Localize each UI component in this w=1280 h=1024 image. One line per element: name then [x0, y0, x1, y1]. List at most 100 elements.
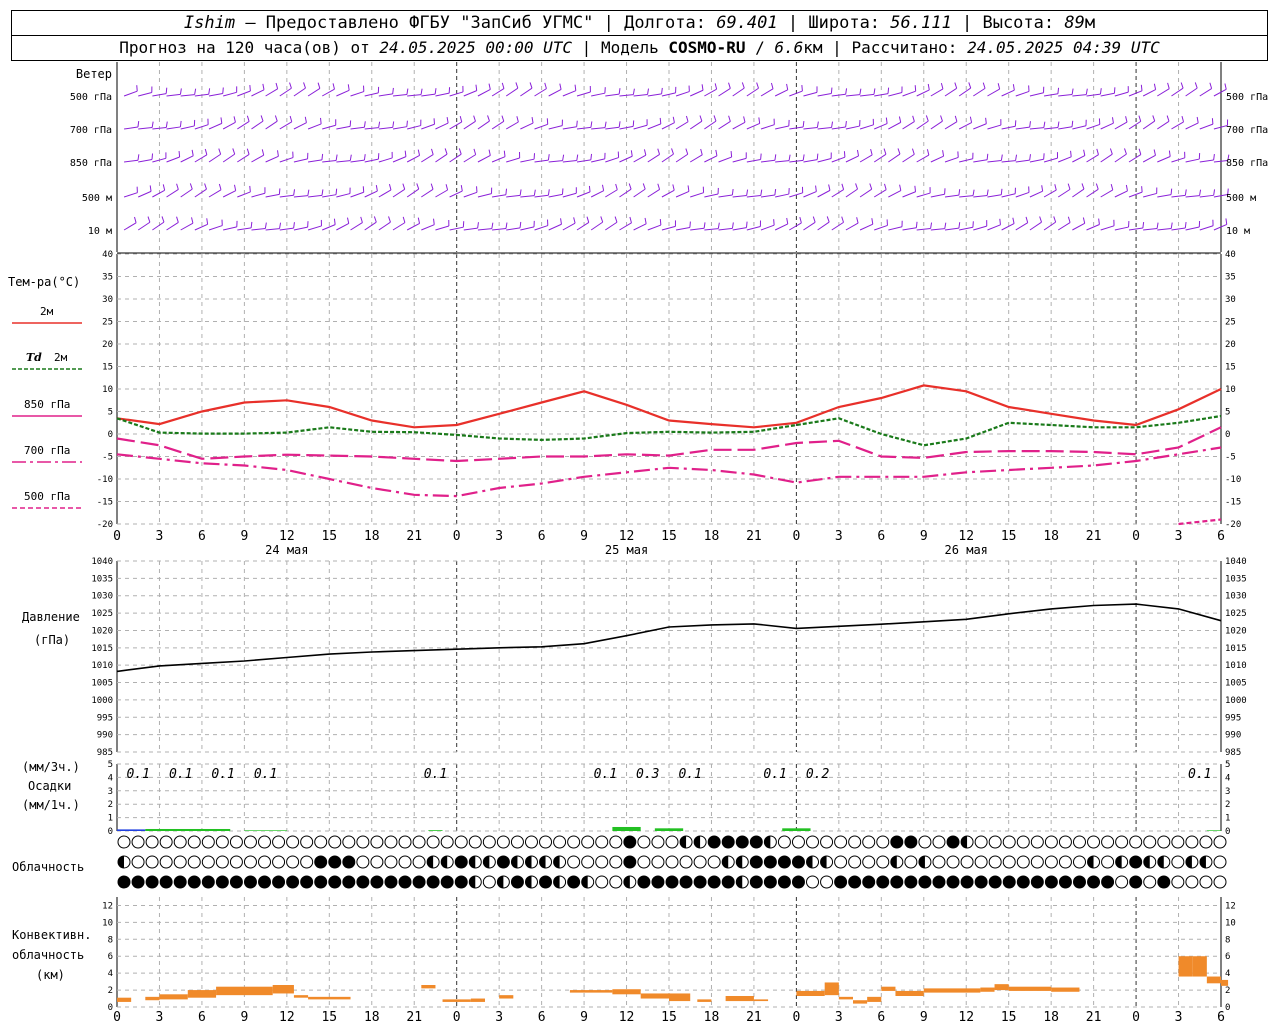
wind-barb [619, 94, 634, 97]
temp-ytick-left: 25 [102, 318, 113, 328]
wind-barb [166, 126, 181, 130]
cloud-symbol-half [764, 836, 771, 848]
wind-barb-flag [317, 82, 321, 89]
wind-barb [718, 194, 733, 198]
wind-barb-flag [406, 120, 408, 127]
wind-barb-flag [1012, 217, 1015, 224]
wind-barb [874, 93, 889, 97]
cloud-symbol [300, 855, 314, 869]
wind-barb-flag [940, 82, 944, 90]
wind-barb-flag [473, 115, 476, 122]
wind-barb-flag [487, 115, 490, 122]
model-res-unit: км [803, 38, 823, 57]
wind-barb [392, 126, 407, 130]
wind-barb-flag [774, 189, 777, 196]
precip-ytick-left: 4 [108, 773, 113, 783]
wind-barb [1043, 93, 1058, 97]
wind-barb-flag [206, 218, 209, 225]
lat-label: Широта: [808, 13, 881, 33]
wind-barb [463, 191, 478, 198]
cloud-symbol [496, 855, 510, 869]
cloud-symbol [834, 855, 848, 869]
temp-hour-tick: 0 [1132, 529, 1140, 544]
wind-barb-flag [590, 153, 593, 160]
cloud-symbol [314, 875, 328, 889]
precip-ytick-right: 5 [1225, 760, 1230, 770]
wind-barb [180, 188, 193, 198]
wind-barb [803, 91, 818, 97]
temp-hour-tick: 6 [877, 529, 885, 544]
wind-barb [888, 91, 903, 97]
temp-hour-tick: 9 [580, 529, 588, 544]
wind-barb-flag [657, 148, 661, 155]
temp-hour-tick: 3 [156, 529, 164, 544]
conv-hour-tick: 21 [1086, 1010, 1102, 1024]
wind-barb-flag [1194, 82, 1198, 89]
wind-barb-flag [246, 148, 250, 155]
wind-barb [378, 157, 393, 163]
wind-barb [336, 160, 351, 163]
wind-barb [1185, 122, 1199, 130]
wind-barb [902, 191, 916, 198]
wind-barb [689, 120, 703, 130]
cloud-symbol [356, 875, 370, 889]
wind-barb-flag [604, 121, 607, 128]
cloud-symbol [946, 835, 960, 849]
wind-barb [378, 126, 393, 130]
cloud-symbol [1101, 855, 1115, 869]
lon-value: 69.401 [716, 13, 778, 33]
wind-barb-flag [573, 217, 576, 224]
wind-barb-flag [388, 184, 392, 191]
cloud-symbol [1016, 875, 1030, 889]
cloud-symbol-half [427, 856, 434, 868]
temp-ytick-right: 40 [1225, 250, 1236, 260]
alt-unit: м [1084, 13, 1096, 33]
wind-barb [307, 88, 321, 97]
wind-barb [916, 227, 931, 231]
cloud-symbol [932, 855, 946, 869]
wind-barb [1213, 124, 1228, 130]
cloud-symbol [1213, 855, 1227, 869]
wind-barb [902, 227, 917, 231]
wind-barb [661, 122, 675, 130]
conv-hour-tick: 0 [792, 1010, 800, 1024]
header-station-line: Ishim – Предоставлено ФГБУ "ЗапСиб УГМС"… [11, 10, 1268, 36]
wind-barb-flag [560, 218, 562, 225]
wind-barb-flag [1110, 183, 1114, 191]
cloud-symbol-half [736, 856, 743, 868]
cloud-symbol-half [722, 856, 729, 868]
wind-barb [1157, 156, 1171, 163]
wind-barb [1001, 193, 1016, 198]
wind-barb [1072, 155, 1086, 163]
conv-bar [216, 986, 273, 996]
cloud-symbol [342, 855, 356, 869]
alt-value: 89 [1064, 13, 1085, 33]
conv-bar [308, 996, 351, 1000]
wind-barb-flag [972, 189, 975, 196]
wind-barb [449, 91, 464, 97]
wind-barb [718, 121, 731, 130]
wind-barb [350, 191, 364, 198]
wind-barb-flag [700, 148, 703, 155]
wind-barb [930, 155, 944, 163]
wind-barb [1072, 222, 1085, 231]
wind-barb-flag [191, 217, 194, 224]
wind-barb [817, 93, 832, 97]
wind-barb-flag [689, 221, 691, 228]
wind-barb [775, 193, 789, 198]
conv-hour-tick: 18 [364, 1010, 380, 1024]
cloud-symbol [1072, 875, 1086, 889]
temp-ytick-right: 20 [1225, 340, 1236, 350]
wind-barb-flag [189, 183, 193, 190]
temp-ytick-right: 30 [1225, 295, 1236, 305]
axis-labels: 0 3 6 9 12 15 18 21 0 3 6 9 12 15 18 21 0 3 6 9 12 15 18 21 0 3 62… [8, 67, 1268, 1024]
cloud-symbol [637, 875, 651, 889]
wind-barb [987, 124, 1002, 130]
wind-barb [1015, 191, 1030, 198]
cloud-symbol-half [890, 856, 897, 868]
conv-bar [838, 996, 853, 1000]
cloud-symbol [904, 875, 918, 889]
wind-barb [647, 93, 662, 97]
cloud-symbol-half [525, 876, 532, 888]
wind-barb-flag [958, 189, 961, 196]
